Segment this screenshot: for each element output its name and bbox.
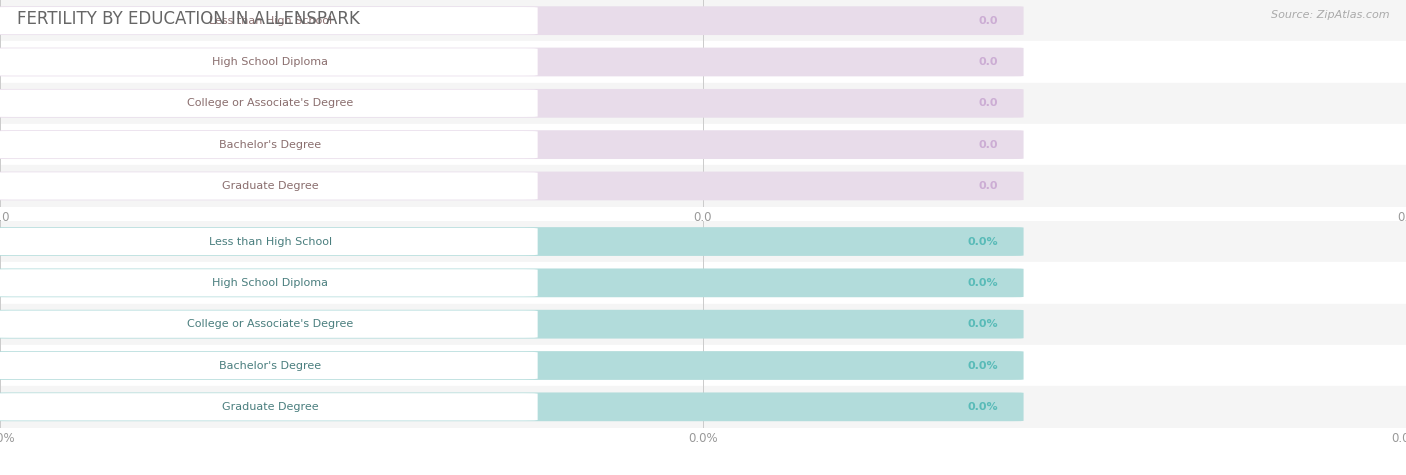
Text: Graduate Degree: Graduate Degree xyxy=(222,402,319,412)
FancyBboxPatch shape xyxy=(0,172,537,199)
FancyBboxPatch shape xyxy=(0,351,1024,380)
Text: 0.0: 0.0 xyxy=(979,140,998,150)
FancyBboxPatch shape xyxy=(0,393,537,420)
FancyBboxPatch shape xyxy=(0,269,537,296)
Text: Source: ZipAtlas.com: Source: ZipAtlas.com xyxy=(1271,10,1389,19)
FancyBboxPatch shape xyxy=(0,268,1024,297)
Bar xyxy=(0,304,1406,345)
Bar xyxy=(0,124,1406,165)
Text: 0.0: 0.0 xyxy=(979,57,998,67)
FancyBboxPatch shape xyxy=(0,227,1024,256)
FancyBboxPatch shape xyxy=(0,130,1024,159)
Text: 0.0%: 0.0% xyxy=(967,319,998,329)
Text: 0.0: 0.0 xyxy=(979,16,998,26)
Text: College or Associate's Degree: College or Associate's Degree xyxy=(187,98,353,108)
Bar xyxy=(0,262,1406,304)
FancyBboxPatch shape xyxy=(0,392,1024,421)
FancyBboxPatch shape xyxy=(0,311,537,338)
Bar xyxy=(0,221,1406,262)
Text: 0.0%: 0.0% xyxy=(967,402,998,412)
FancyBboxPatch shape xyxy=(0,131,537,158)
Text: High School Diploma: High School Diploma xyxy=(212,278,328,288)
Bar xyxy=(0,83,1406,124)
FancyBboxPatch shape xyxy=(0,6,1024,35)
Text: 0.0%: 0.0% xyxy=(967,361,998,370)
FancyBboxPatch shape xyxy=(0,352,537,379)
FancyBboxPatch shape xyxy=(0,310,1024,339)
FancyBboxPatch shape xyxy=(0,171,1024,200)
Bar xyxy=(0,0,1406,41)
Bar xyxy=(0,165,1406,207)
Bar xyxy=(0,41,1406,83)
Bar xyxy=(0,386,1406,428)
Text: 0.0%: 0.0% xyxy=(967,278,998,288)
Text: 0.0: 0.0 xyxy=(979,98,998,108)
Text: Less than High School: Less than High School xyxy=(208,237,332,247)
Text: Less than High School: Less than High School xyxy=(208,16,332,26)
Text: College or Associate's Degree: College or Associate's Degree xyxy=(187,319,353,329)
Text: Bachelor's Degree: Bachelor's Degree xyxy=(219,140,322,150)
FancyBboxPatch shape xyxy=(0,90,537,117)
FancyBboxPatch shape xyxy=(0,48,537,76)
Text: Bachelor's Degree: Bachelor's Degree xyxy=(219,361,322,370)
FancyBboxPatch shape xyxy=(0,228,537,255)
FancyBboxPatch shape xyxy=(0,48,1024,76)
Bar xyxy=(0,345,1406,386)
FancyBboxPatch shape xyxy=(0,7,537,34)
Text: Graduate Degree: Graduate Degree xyxy=(222,181,319,191)
Text: FERTILITY BY EDUCATION IN ALLENSPARK: FERTILITY BY EDUCATION IN ALLENSPARK xyxy=(17,10,360,28)
FancyBboxPatch shape xyxy=(0,89,1024,118)
Text: High School Diploma: High School Diploma xyxy=(212,57,328,67)
Text: 0.0: 0.0 xyxy=(979,181,998,191)
Text: 0.0%: 0.0% xyxy=(967,237,998,247)
